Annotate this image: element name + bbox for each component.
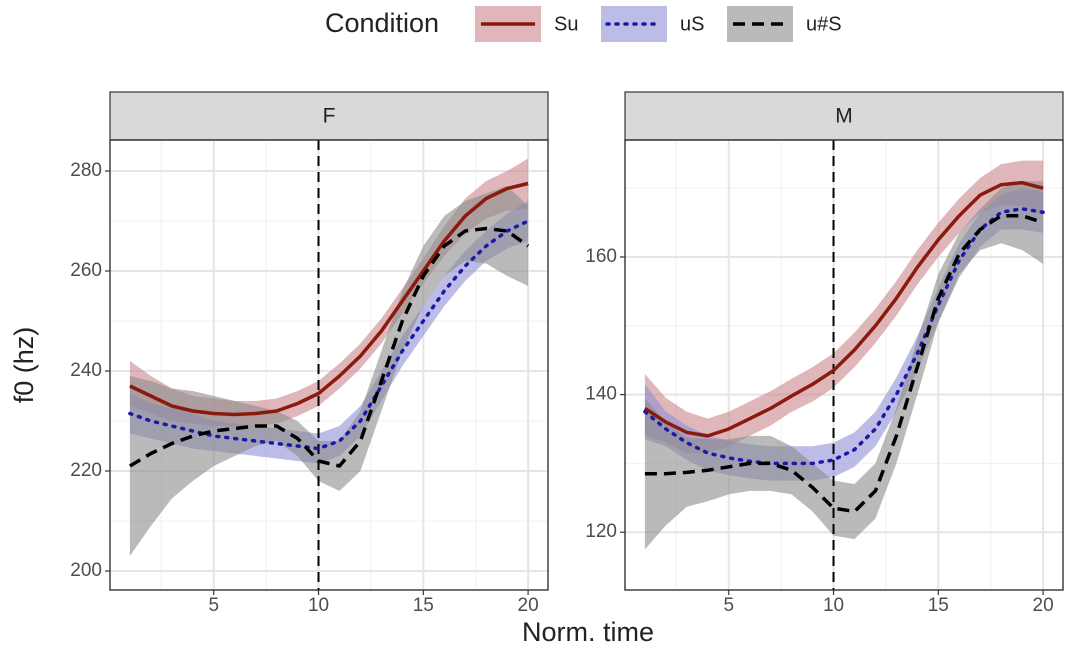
strip-label: M xyxy=(835,105,853,128)
x-tick-label: 15 xyxy=(413,595,434,616)
y-tick-label: 280 xyxy=(70,160,102,181)
y-axis-title: f0 (hz) xyxy=(9,327,39,404)
legend-label: u#S xyxy=(806,13,842,35)
y-tick-label: 140 xyxy=(585,384,617,405)
y-tick-label: 240 xyxy=(70,360,102,381)
x-tick-label: 20 xyxy=(518,595,539,616)
y-tick-label: 260 xyxy=(70,260,102,281)
legend-title: Condition xyxy=(325,8,439,38)
panel: F 5 10 15 20 200 220 240 260 280 xyxy=(70,91,549,616)
confidence-band xyxy=(644,181,1044,550)
series-line xyxy=(643,180,1044,438)
strip xyxy=(624,91,1064,141)
x-tick-label: 10 xyxy=(308,595,329,616)
series-line xyxy=(644,213,1044,514)
x-tick-label: 20 xyxy=(1033,595,1054,616)
y-tick-label: 220 xyxy=(70,460,102,481)
strip-label: F xyxy=(323,105,336,128)
x-tick-label: 5 xyxy=(208,595,219,616)
panel-border xyxy=(109,139,549,591)
series-line xyxy=(129,181,529,417)
strip xyxy=(109,91,549,141)
legend-label: Su xyxy=(554,13,578,35)
y-tick-label: 120 xyxy=(585,521,617,542)
panel-border xyxy=(624,139,1064,591)
x-tick-label: 10 xyxy=(823,595,844,616)
x-tick-label: 5 xyxy=(723,595,734,616)
y-tick-label: 160 xyxy=(585,246,617,267)
series-line xyxy=(129,226,530,468)
x-tick-label: 15 xyxy=(928,595,949,616)
y-tick-label: 200 xyxy=(70,560,102,581)
panel: M 5 10 15 20 120 140 160 xyxy=(585,91,1064,616)
x-axis-title: Norm. time xyxy=(522,617,654,647)
series-line xyxy=(128,219,530,451)
legend-label: uS xyxy=(680,13,704,35)
confidence-band xyxy=(129,186,529,556)
